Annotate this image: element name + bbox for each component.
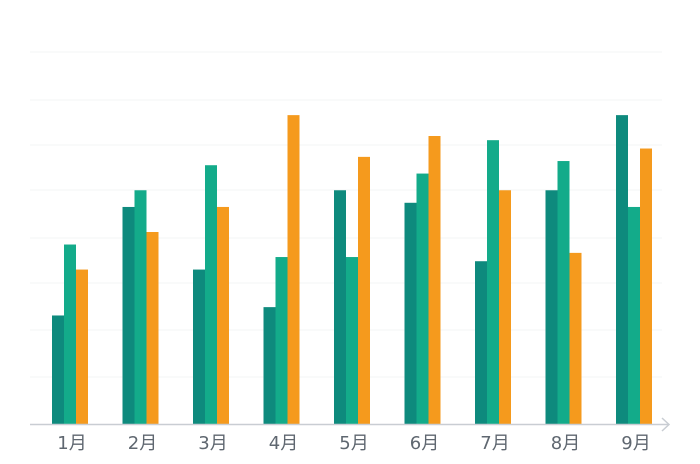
x-tick-labels: 1月 2月 3月 4月 5月 6月 7月 8月 9月 — [57, 433, 650, 454]
bar-4-series-2[interactable] — [275, 257, 288, 424]
bar-6-series-2[interactable] — [416, 173, 429, 424]
bar-group-4 — [263, 115, 300, 424]
bar-8-series-1[interactable] — [545, 190, 558, 424]
bar-6-series-3[interactable] — [428, 136, 441, 424]
bar-group-1 — [52, 244, 88, 424]
bar-3-series-1[interactable] — [193, 269, 205, 424]
bar-4-series-1[interactable] — [263, 307, 276, 424]
x-tick-label-2: 2月 — [128, 433, 157, 454]
bar-3-series-3[interactable] — [217, 206, 229, 424]
bar-5-series-3[interactable] — [358, 156, 370, 424]
bar-group-7 — [475, 140, 511, 424]
x-tick-label-6: 6月 — [410, 433, 439, 454]
bar-1-series-1[interactable] — [52, 315, 64, 424]
x-tick-label-8: 8月 — [551, 433, 580, 454]
bars — [52, 115, 652, 425]
x-axis — [30, 417, 671, 432]
bar-8-series-3[interactable] — [569, 252, 582, 424]
bar-9-series-3[interactable] — [640, 148, 652, 425]
bar-5-series-1[interactable] — [334, 190, 346, 424]
bar-2-series-3[interactable] — [146, 232, 159, 424]
bar-group-3 — [193, 165, 229, 424]
bar-8-series-2[interactable] — [557, 161, 570, 425]
bar-group-6 — [404, 136, 441, 424]
bar-group-2 — [122, 190, 159, 424]
bar-4-series-3[interactable] — [287, 115, 300, 424]
x-tick-label-7: 7月 — [480, 433, 509, 454]
x-tick-label-9: 9月 — [621, 433, 650, 454]
bar-2-series-1[interactable] — [122, 206, 135, 424]
bar-6-series-1[interactable] — [404, 202, 417, 424]
x-tick-label-5: 5月 — [339, 433, 368, 454]
bar-9-series-1[interactable] — [616, 115, 628, 424]
bar-1-series-3[interactable] — [76, 269, 88, 424]
bar-5-series-2[interactable] — [346, 257, 358, 424]
bar-7-series-3[interactable] — [499, 190, 511, 424]
bar-7-series-1[interactable] — [475, 261, 487, 424]
bar-9-series-2[interactable] — [628, 206, 640, 424]
bar-7-series-2[interactable] — [487, 140, 499, 424]
bar-2-series-2[interactable] — [134, 190, 147, 424]
x-tick-label-1: 1月 — [57, 433, 86, 454]
bar-group-9 — [616, 115, 652, 425]
x-tick-label-4: 4月 — [269, 433, 298, 454]
bar-3-series-2[interactable] — [205, 165, 217, 424]
bar-1-series-2[interactable] — [64, 244, 76, 424]
bar-group-8 — [545, 161, 582, 425]
x-axis-arrow-icon — [661, 417, 671, 432]
bar-group-5 — [334, 156, 370, 424]
x-tick-label-3: 3月 — [198, 433, 227, 454]
